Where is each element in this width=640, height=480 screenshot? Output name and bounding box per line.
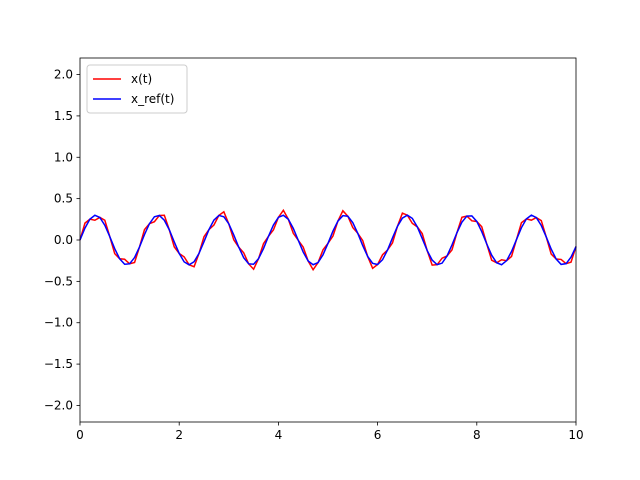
y-tick-label: 1.5 [54,109,73,123]
x-tick-label: 8 [473,428,481,442]
legend-label: x(t) [131,72,152,86]
y-tick-label: 2.0 [54,68,73,82]
y-tick-label: −1.5 [44,357,73,371]
y-tick-label: −1.0 [44,316,73,330]
x-tick-label: 2 [175,428,183,442]
y-tick-label: 0.5 [54,192,73,206]
x-tick-label: 6 [374,428,382,442]
y-tick-label: 1.0 [54,150,73,164]
y-tick-label: 0.0 [54,233,73,247]
legend-label: x_ref(t) [131,92,174,106]
axes-frame [79,57,577,423]
x-tick-label: 10 [568,428,583,442]
y-tick-label: −0.5 [44,274,73,288]
x-tick-label: 0 [76,428,84,442]
y-tick-label: −2.0 [44,398,73,412]
line-series [79,214,577,266]
legend-box [86,64,188,114]
x-tick-label: 4 [275,428,283,442]
